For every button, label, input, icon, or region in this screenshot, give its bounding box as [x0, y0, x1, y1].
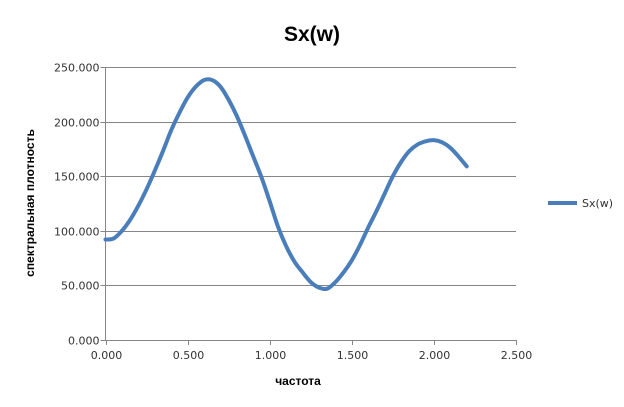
gridlines [105, 67, 516, 286]
x-tick-label: 0.500 [173, 349, 205, 362]
series-line-sx-w [103, 77, 469, 292]
y-tick-label: 150.000 [54, 171, 100, 184]
y-tick-label: 50.000 [61, 280, 100, 293]
legend-label: Sx(w) [582, 197, 613, 210]
y-tick-label: 100.000 [54, 226, 100, 239]
chart-title: Sx(w) [284, 23, 340, 46]
y-tick-label: 0.000 [68, 335, 100, 348]
x-tick-label: 0.000 [91, 349, 123, 362]
y-tick-label: 250.000 [54, 62, 100, 75]
y-axis-label: спектральная плотность [23, 129, 37, 277]
x-tick-label: 1.000 [255, 349, 287, 362]
legend: Sx(w) [548, 197, 613, 210]
x-tick-label: 2.500 [501, 349, 533, 362]
y-tick-label: 200.000 [54, 117, 100, 130]
x-axis-label: частота [275, 374, 321, 388]
x-tick-label: 1.500 [337, 349, 369, 362]
x-tick-label: 2.000 [419, 349, 451, 362]
